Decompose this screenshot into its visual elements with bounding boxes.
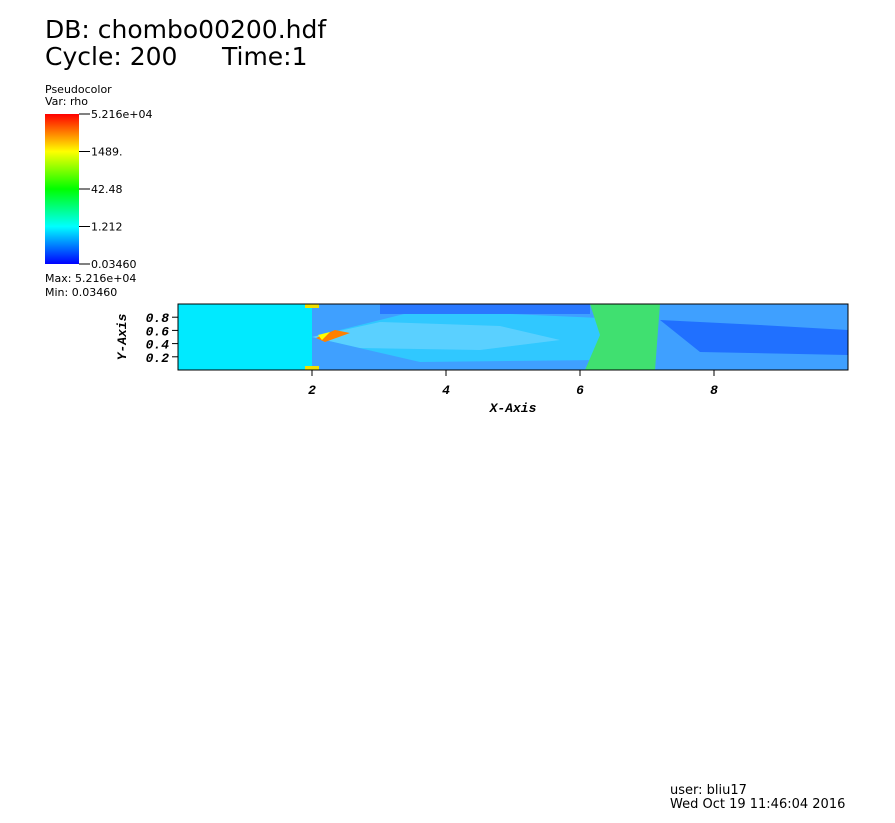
field-region [585, 304, 660, 370]
colorbar-tick-label: 0.03460 [91, 258, 137, 271]
db-title: DB: chombo00200.hdf [45, 15, 327, 44]
x-tick-label: 6 [576, 383, 584, 398]
user: user: bliu17 [670, 783, 747, 798]
field-region [305, 366, 319, 370]
y-tick-label: 0.2 [146, 351, 170, 366]
var-name: Var: rho [45, 95, 88, 108]
plot-name: Pseudocolor [45, 83, 112, 96]
x-axis-title: X-Axis [489, 401, 537, 416]
field-region [312, 322, 560, 350]
colorbar [45, 114, 79, 264]
field-region [380, 304, 590, 314]
time: Time:1 [221, 42, 308, 71]
x-tick-label: 8 [710, 383, 718, 398]
min: Min: 0.03460 [45, 286, 117, 299]
y-axis-title: Y-Axis [115, 313, 130, 360]
y-tick-label: 0.4 [146, 338, 170, 353]
y-tick-label: 0.8 [146, 311, 170, 326]
colorbar-tick-label: 1489. [91, 145, 123, 158]
field-region [305, 304, 319, 308]
colorbar-tick-label: 42.48 [91, 183, 123, 196]
y-tick-label: 0.6 [146, 324, 170, 339]
field-region [318, 332, 330, 340]
x-tick-label: 2 [308, 383, 316, 398]
colorbar-tick-label: 5.216e+04 [91, 108, 152, 121]
colorbar-tick-label: 1.212 [91, 221, 123, 234]
field-region [316, 330, 350, 342]
field-region [660, 320, 848, 355]
cycle: Cycle: 200 [45, 42, 177, 71]
field [178, 304, 848, 370]
x-tick-label: 4 [442, 383, 450, 398]
date: Wed Oct 19 11:46:04 2016 [670, 797, 845, 812]
plot-frame [177, 303, 849, 371]
field-region [178, 304, 312, 370]
max: Max: 5.216e+04 [45, 272, 136, 285]
